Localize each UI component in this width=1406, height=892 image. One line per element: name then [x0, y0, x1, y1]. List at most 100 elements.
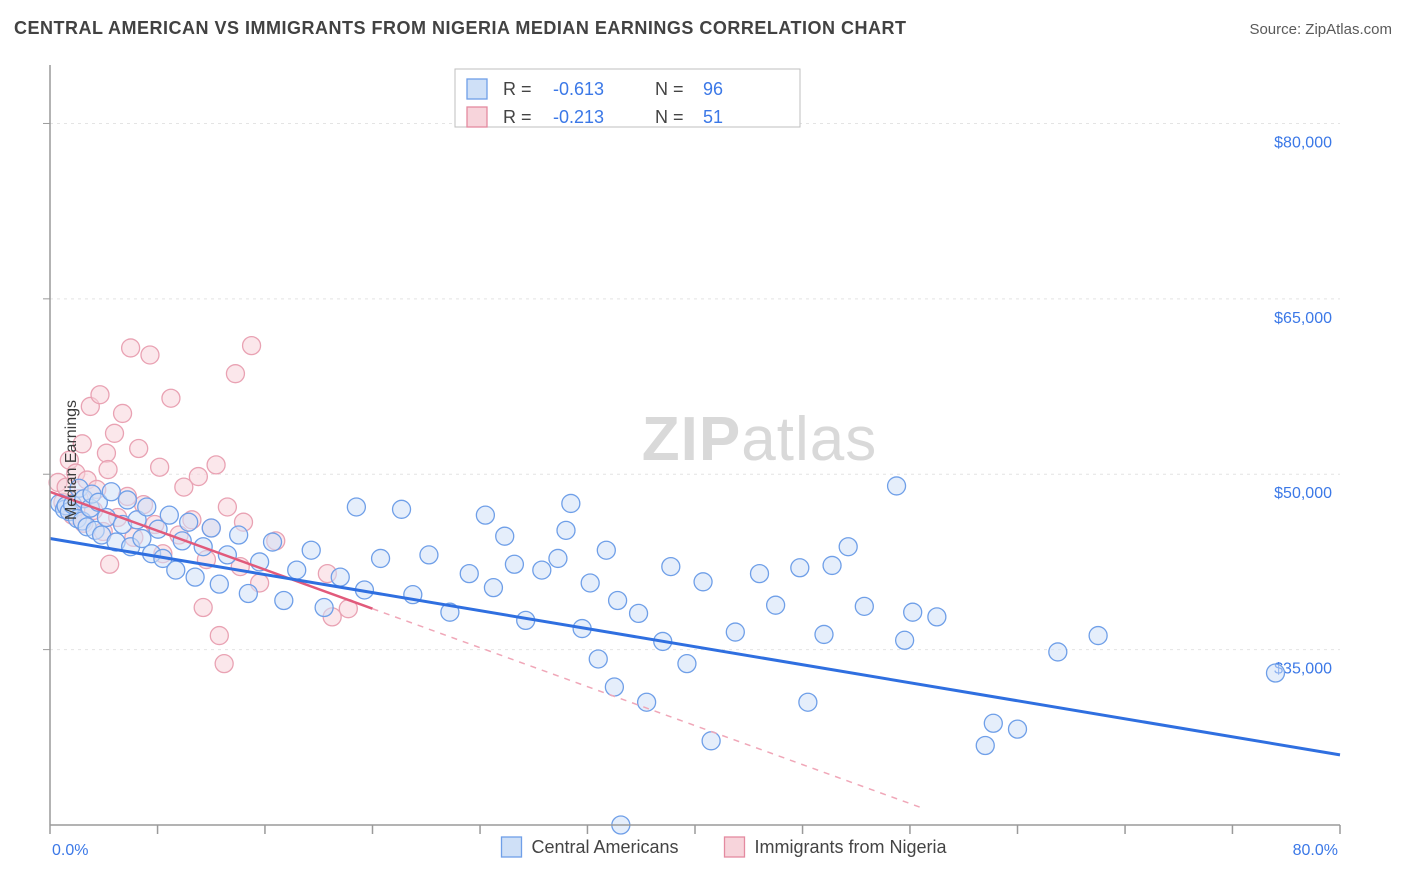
- watermark: ZIPatlas: [642, 405, 877, 474]
- scatter-point: [118, 491, 136, 509]
- scatter-point: [393, 500, 411, 518]
- scatter-point: [505, 555, 523, 573]
- scatter-point: [226, 365, 244, 383]
- scatter-point: [347, 498, 365, 516]
- scatter-point: [114, 404, 132, 422]
- y-tick-label: $50,000: [1274, 485, 1332, 502]
- scatter-point: [678, 655, 696, 673]
- scatter-point: [264, 533, 282, 551]
- scatter-point: [767, 596, 785, 614]
- scatter-point: [694, 573, 712, 591]
- scatter-point: [855, 597, 873, 615]
- legend-n-label: N =: [655, 79, 684, 99]
- scatter-point: [106, 424, 124, 442]
- scatter-point: [97, 444, 115, 462]
- scatter-point: [102, 483, 120, 501]
- scatter-point: [726, 623, 744, 641]
- scatter-point: [189, 468, 207, 486]
- scatter-point: [99, 461, 117, 479]
- scatter-point: [331, 568, 349, 586]
- scatter-point: [130, 440, 148, 458]
- trend-line-blue: [50, 539, 1340, 755]
- scatter-point: [791, 559, 809, 577]
- scatter-point: [460, 565, 478, 583]
- y-tick-label: $80,000: [1274, 134, 1332, 151]
- scatter-point: [476, 506, 494, 524]
- x-end-label: 80.0%: [1293, 842, 1338, 859]
- scatter-point: [799, 693, 817, 711]
- scatter-point: [984, 714, 1002, 732]
- scatter-point: [315, 599, 333, 617]
- scatter-point: [302, 541, 320, 559]
- scatter-point: [218, 498, 236, 516]
- legend-r-value: -0.213: [553, 107, 604, 127]
- legend-n-label: N =: [655, 107, 684, 127]
- bottom-legend-label: Central Americans: [532, 837, 679, 857]
- scatter-point: [210, 627, 228, 645]
- bottom-legend-swatch: [502, 837, 522, 857]
- chart-title: CENTRAL AMERICAN VS IMMIGRANTS FROM NIGE…: [14, 18, 907, 39]
- scatter-point: [167, 561, 185, 579]
- legend-swatch: [467, 79, 487, 99]
- y-axis-label: Median Earnings: [63, 400, 81, 520]
- scatter-point: [162, 389, 180, 407]
- legend-n-value: 51: [703, 107, 723, 127]
- scatter-point: [288, 561, 306, 579]
- scatter-point: [275, 592, 293, 610]
- scatter-point: [151, 458, 169, 476]
- scatter-point: [91, 386, 109, 404]
- scatter-point: [1089, 627, 1107, 645]
- scatter-point: [122, 339, 140, 357]
- scatter-point: [180, 513, 198, 531]
- scatter-point: [605, 678, 623, 696]
- scatter-point: [239, 584, 257, 602]
- scatter-point: [815, 625, 833, 643]
- scatter-point: [372, 549, 390, 567]
- scatter-point: [904, 603, 922, 621]
- scatter-chart: $35,000$50,000$65,000$80,000ZIPatlas0.0%…: [0, 55, 1406, 865]
- scatter-point: [496, 527, 514, 545]
- scatter-point: [928, 608, 946, 626]
- scatter-point: [243, 337, 261, 355]
- y-tick-label: $65,000: [1274, 310, 1332, 327]
- scatter-point: [101, 555, 119, 573]
- scatter-point: [194, 599, 212, 617]
- scatter-point: [160, 506, 178, 524]
- bottom-legend-label: Immigrants from Nigeria: [755, 837, 948, 857]
- scatter-point: [549, 549, 567, 567]
- trend-line-pink: [50, 492, 373, 609]
- scatter-point: [702, 732, 720, 750]
- legend-n-value: 96: [703, 79, 723, 99]
- scatter-point: [896, 631, 914, 649]
- scatter-point: [533, 561, 551, 579]
- legend-r-value: -0.613: [553, 79, 604, 99]
- scatter-point: [420, 546, 438, 564]
- scatter-point: [557, 521, 575, 539]
- scatter-point: [581, 574, 599, 592]
- scatter-point: [609, 592, 627, 610]
- scatter-point: [1049, 643, 1067, 661]
- scatter-point: [597, 541, 615, 559]
- scatter-point: [630, 604, 648, 622]
- scatter-point: [210, 575, 228, 593]
- scatter-point: [202, 519, 220, 537]
- scatter-point: [186, 568, 204, 586]
- scatter-point: [751, 565, 769, 583]
- scatter-point: [888, 477, 906, 495]
- scatter-point: [138, 498, 156, 516]
- legend-r-label: R =: [503, 107, 532, 127]
- scatter-point: [662, 558, 680, 576]
- scatter-point: [215, 655, 233, 673]
- scatter-point: [562, 494, 580, 512]
- scatter-point: [141, 346, 159, 364]
- scatter-point: [976, 736, 994, 754]
- scatter-point: [230, 526, 248, 544]
- x-start-label: 0.0%: [52, 842, 88, 859]
- scatter-point: [207, 456, 225, 474]
- legend-r-label: R =: [503, 79, 532, 99]
- scatter-point: [839, 538, 857, 556]
- legend-swatch: [467, 107, 487, 127]
- scatter-point: [1009, 720, 1027, 738]
- source-label: Source: ZipAtlas.com: [1249, 21, 1392, 38]
- scatter-point: [1267, 664, 1285, 682]
